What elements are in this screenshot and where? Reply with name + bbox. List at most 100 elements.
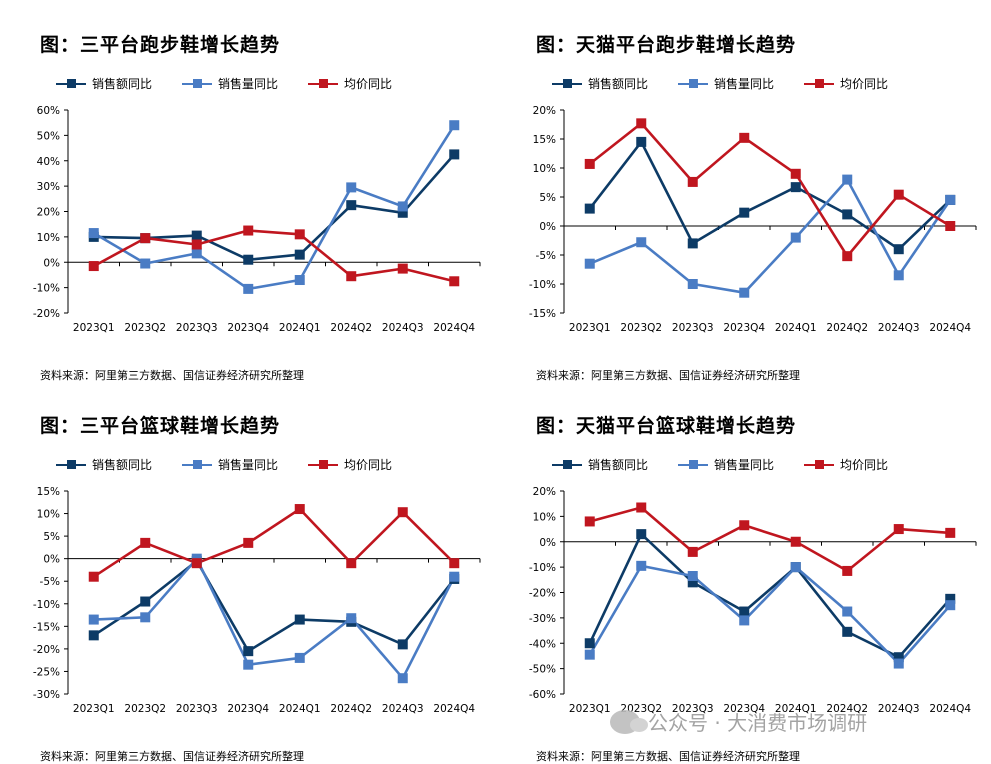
x-tick-label: 2024Q3 — [878, 322, 920, 334]
legend-item-volume: 销售量同比 — [182, 75, 278, 92]
series-sales-point — [842, 626, 853, 637]
series-volume-line — [93, 557, 456, 680]
y-tick-label: 0% — [43, 257, 60, 269]
x-tick-label: 2023Q4 — [723, 703, 765, 715]
series-volume-point — [140, 258, 151, 269]
series-sales-point — [584, 638, 595, 649]
series-price-point — [687, 546, 698, 557]
chart-legend: 销售额同比 销售量同比 均价同比 — [56, 456, 392, 473]
series-volume-point — [88, 228, 99, 239]
legend-item-price: 均价同比 — [308, 75, 392, 92]
series-price-point — [842, 251, 853, 262]
legend-item-price: 均价同比 — [308, 456, 392, 473]
series-price-point — [346, 558, 357, 569]
legend-swatch-sales — [56, 78, 86, 89]
series-sales-point — [790, 182, 801, 193]
source-note: 资料来源：阿里第三方数据、国信证券经济研究所整理 — [40, 369, 304, 382]
x-tick-label: 2023Q4 — [723, 322, 765, 334]
y-tick-label: 10% — [37, 509, 60, 521]
legend-swatch-price — [804, 459, 835, 470]
series-volume-point — [140, 612, 151, 623]
chart-title: 图：天猫平台跑步鞋增长趋势 — [536, 34, 797, 56]
legend-label-sales: 销售额同比 — [92, 458, 153, 472]
series-volume-point — [687, 571, 698, 582]
x-tick-label: 2023Q3 — [176, 703, 218, 715]
x-tick-label: 2023Q1 — [73, 322, 115, 334]
legend-item-price: 均价同比 — [804, 75, 888, 92]
y-tick-label: -5% — [536, 250, 556, 262]
wechat-logo-icon — [610, 709, 648, 734]
series-volume-point — [397, 201, 408, 212]
y-tick-label: 10% — [533, 511, 556, 523]
series-volume-point — [584, 258, 595, 269]
y-tick-label: -15% — [33, 621, 60, 633]
series-price-point — [790, 536, 801, 547]
legend-swatch-sales — [552, 459, 582, 470]
legend-label-volume: 销售量同比 — [218, 458, 279, 472]
series-volume-point — [243, 283, 254, 294]
legend-swatch-volume — [678, 78, 709, 89]
x-tick-label: 2024Q1 — [279, 703, 321, 715]
x-tick-label: 2023Q3 — [672, 322, 714, 334]
series-sales-point — [636, 136, 647, 147]
series-sales-point — [243, 646, 254, 657]
series-price-point — [945, 527, 956, 538]
legend-label-sales: 销售额同比 — [588, 458, 649, 472]
series-volume-point — [449, 571, 460, 582]
x-tick-label: 2024Q4 — [929, 322, 971, 334]
y-tick-label: 20% — [533, 486, 556, 498]
y-tick-label: 10% — [533, 163, 556, 175]
legend-item-volume: 销售量同比 — [678, 456, 774, 473]
series-price-point — [449, 276, 460, 287]
y-tick-label: -20% — [33, 644, 60, 656]
series-volume-point — [945, 600, 956, 611]
legend-label-price: 均价同比 — [840, 77, 889, 91]
legend-item-sales: 销售额同比 — [552, 75, 648, 92]
legend-swatch-volume — [182, 459, 213, 470]
series-price-point — [88, 571, 99, 582]
series-sales-point — [140, 596, 151, 607]
series-volume-point — [739, 287, 750, 298]
y-tick-label: -30% — [529, 613, 556, 625]
legend-item-sales: 销售额同比 — [56, 75, 152, 92]
line-chart-plot: 15% 10% 5% 0% -5% -10% -15% -20% -25% -30% 2023Q1 2… — [33, 486, 481, 715]
x-tick-label: 2024Q2 — [330, 322, 372, 334]
series-sales-point — [294, 249, 305, 260]
line-chart-plot: 20% 15% 10% 5% 0% -5% -10% -15% 2023Q1 2023Q2 2023… — [529, 105, 977, 334]
series-sales-point — [449, 149, 460, 160]
series-price-point — [739, 520, 750, 531]
series-volume-line — [93, 124, 456, 291]
series-price-point — [243, 225, 254, 236]
series-volume-point — [191, 248, 202, 259]
y-tick-label: 15% — [37, 486, 60, 498]
x-tick-label: 2023Q4 — [227, 322, 269, 334]
y-tick-label: 5% — [43, 531, 60, 543]
legend-label-sales: 销售额同比 — [92, 77, 153, 91]
x-tick-label: 2023Q1 — [569, 703, 611, 715]
line-chart-plot: 60% 50% 40% 30% 20% 10% 0% -10% -20% 2023Q1 2023Q2… — [33, 105, 481, 334]
legend-item-volume: 销售量同比 — [182, 456, 278, 473]
legend-item-price: 均价同比 — [804, 456, 888, 473]
x-tick-label: 2023Q3 — [672, 703, 714, 715]
x-tick-label: 2023Q2 — [124, 322, 166, 334]
y-tick-label: 20% — [533, 105, 556, 117]
y-tick-label: -10% — [529, 562, 556, 574]
series-volume-point — [687, 279, 698, 289]
series-sales-point — [842, 209, 853, 220]
series-volume-point — [842, 606, 853, 617]
series-sales-line — [588, 140, 952, 251]
series-volume-point — [88, 614, 99, 625]
source-note: 资料来源：阿里第三方数据、国信证券经济研究所整理 — [40, 750, 304, 763]
series-volume-point — [636, 237, 647, 248]
legend-item-sales: 销售额同比 — [56, 456, 152, 473]
series-price-line — [589, 506, 951, 573]
y-tick-label: -20% — [529, 588, 556, 600]
y-tick-label: 10% — [37, 232, 60, 244]
series-volume-point — [790, 232, 801, 243]
series-price-point — [584, 516, 595, 527]
x-tick-label: 2023Q2 — [620, 322, 662, 334]
source-note: 资料来源：阿里第三方数据、国信证券经济研究所整理 — [536, 750, 800, 763]
series-volume-point — [893, 270, 904, 281]
series-price-line — [93, 507, 456, 578]
x-tick-label: 2024Q2 — [826, 703, 868, 715]
